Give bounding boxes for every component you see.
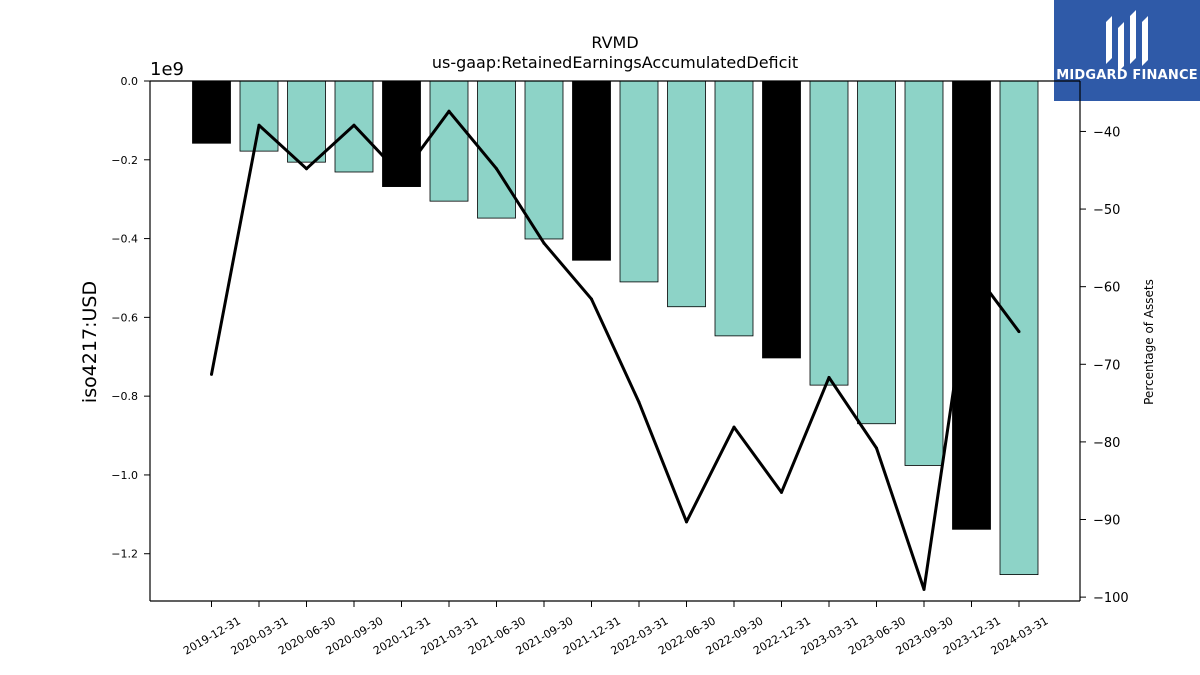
y2-tick-label: −50 bbox=[1093, 203, 1120, 218]
y-tick-label: −0.4 bbox=[111, 233, 138, 246]
bar bbox=[667, 80, 706, 308]
chart-subtitle: us-gaap:RetainedEarningsAccumulatedDefic… bbox=[432, 53, 798, 72]
line-point bbox=[732, 425, 736, 429]
line-point bbox=[305, 167, 308, 171]
y2-tick-label: −60 bbox=[1093, 281, 1120, 296]
y-tick-label: −1.0 bbox=[111, 469, 138, 482]
line-point bbox=[590, 297, 593, 301]
y-tick-label: −0.8 bbox=[111, 390, 138, 403]
line-point bbox=[495, 167, 498, 171]
bar bbox=[762, 80, 801, 359]
line-point bbox=[827, 375, 831, 379]
bar bbox=[524, 80, 564, 240]
line-point bbox=[780, 490, 783, 494]
line-point bbox=[875, 446, 878, 450]
bar bbox=[619, 80, 659, 283]
line-series bbox=[210, 109, 1021, 591]
chart-title: RVMD bbox=[591, 33, 638, 52]
y2-tick-label: −80 bbox=[1093, 436, 1120, 451]
bar-series bbox=[192, 80, 1039, 576]
bar bbox=[429, 80, 469, 202]
bar bbox=[572, 80, 611, 261]
line-path bbox=[210, 109, 1021, 591]
line-point bbox=[922, 587, 926, 591]
y-tick-label: −1.2 bbox=[111, 548, 138, 561]
line-point bbox=[970, 266, 973, 270]
y2-tick-label: −70 bbox=[1093, 358, 1120, 373]
bar bbox=[239, 80, 279, 152]
bar bbox=[477, 80, 516, 219]
bar bbox=[382, 80, 421, 187]
bar bbox=[809, 80, 849, 386]
bar bbox=[287, 80, 326, 163]
line-point bbox=[1017, 330, 1021, 334]
brand-name: MIDGARD FINANCE bbox=[1056, 68, 1198, 83]
brand-logo: MIDGARD FINANCE bbox=[1054, 0, 1200, 101]
line-point bbox=[210, 372, 213, 376]
y2-tick-label: −100 bbox=[1093, 591, 1129, 606]
bar bbox=[714, 80, 754, 337]
y-axis-label: iso4217:USD bbox=[79, 281, 101, 403]
bar bbox=[999, 80, 1039, 576]
line-point bbox=[542, 241, 546, 245]
y2-tick-label: −90 bbox=[1093, 514, 1120, 529]
y-tick-label: −0.6 bbox=[111, 311, 138, 324]
line-point bbox=[637, 400, 641, 404]
line-point bbox=[685, 520, 688, 524]
line-point bbox=[447, 109, 451, 113]
y-tick-label: 0.0 bbox=[121, 75, 139, 88]
bar bbox=[192, 80, 231, 144]
line-point bbox=[257, 123, 261, 127]
bar bbox=[952, 80, 991, 530]
bar bbox=[857, 80, 896, 425]
y-tick-label: −0.2 bbox=[111, 154, 138, 167]
bar bbox=[904, 80, 944, 466]
line-point bbox=[400, 174, 403, 178]
y2-axis-label: Percentage of Assets bbox=[1142, 279, 1156, 405]
y2-tick-label: −40 bbox=[1093, 125, 1120, 140]
line-point bbox=[352, 123, 356, 127]
y-offset-label: 1e9 bbox=[150, 59, 184, 80]
